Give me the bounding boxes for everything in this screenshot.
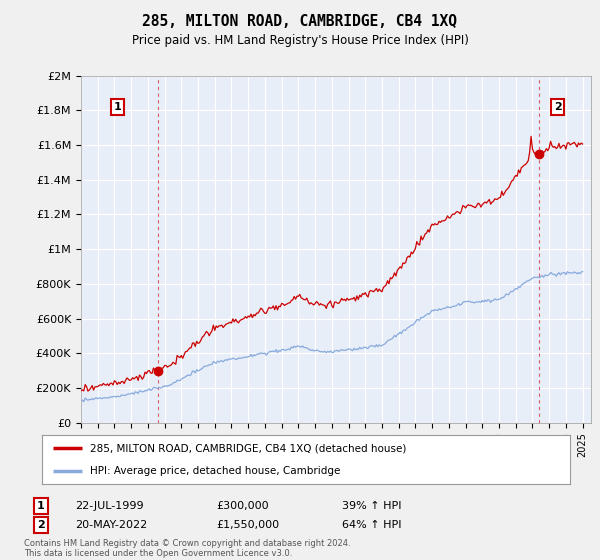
Text: 64% ↑ HPI: 64% ↑ HPI: [342, 520, 401, 530]
Text: £1,550,000: £1,550,000: [216, 520, 279, 530]
Text: 1: 1: [37, 501, 44, 511]
Text: Price paid vs. HM Land Registry's House Price Index (HPI): Price paid vs. HM Land Registry's House …: [131, 34, 469, 46]
Text: 2: 2: [554, 102, 562, 112]
Text: This data is licensed under the Open Government Licence v3.0.: This data is licensed under the Open Gov…: [24, 549, 292, 558]
Text: 2: 2: [37, 520, 44, 530]
Text: 20-MAY-2022: 20-MAY-2022: [75, 520, 147, 530]
Text: £300,000: £300,000: [216, 501, 269, 511]
Text: Contains HM Land Registry data © Crown copyright and database right 2024.: Contains HM Land Registry data © Crown c…: [24, 539, 350, 548]
Text: 285, MILTON ROAD, CAMBRIDGE, CB4 1XQ: 285, MILTON ROAD, CAMBRIDGE, CB4 1XQ: [143, 14, 458, 29]
Text: 285, MILTON ROAD, CAMBRIDGE, CB4 1XQ (detached house): 285, MILTON ROAD, CAMBRIDGE, CB4 1XQ (de…: [89, 444, 406, 454]
Text: 39% ↑ HPI: 39% ↑ HPI: [342, 501, 401, 511]
Text: 22-JUL-1999: 22-JUL-1999: [75, 501, 143, 511]
Text: HPI: Average price, detached house, Cambridge: HPI: Average price, detached house, Camb…: [89, 466, 340, 476]
Text: 1: 1: [114, 102, 122, 112]
